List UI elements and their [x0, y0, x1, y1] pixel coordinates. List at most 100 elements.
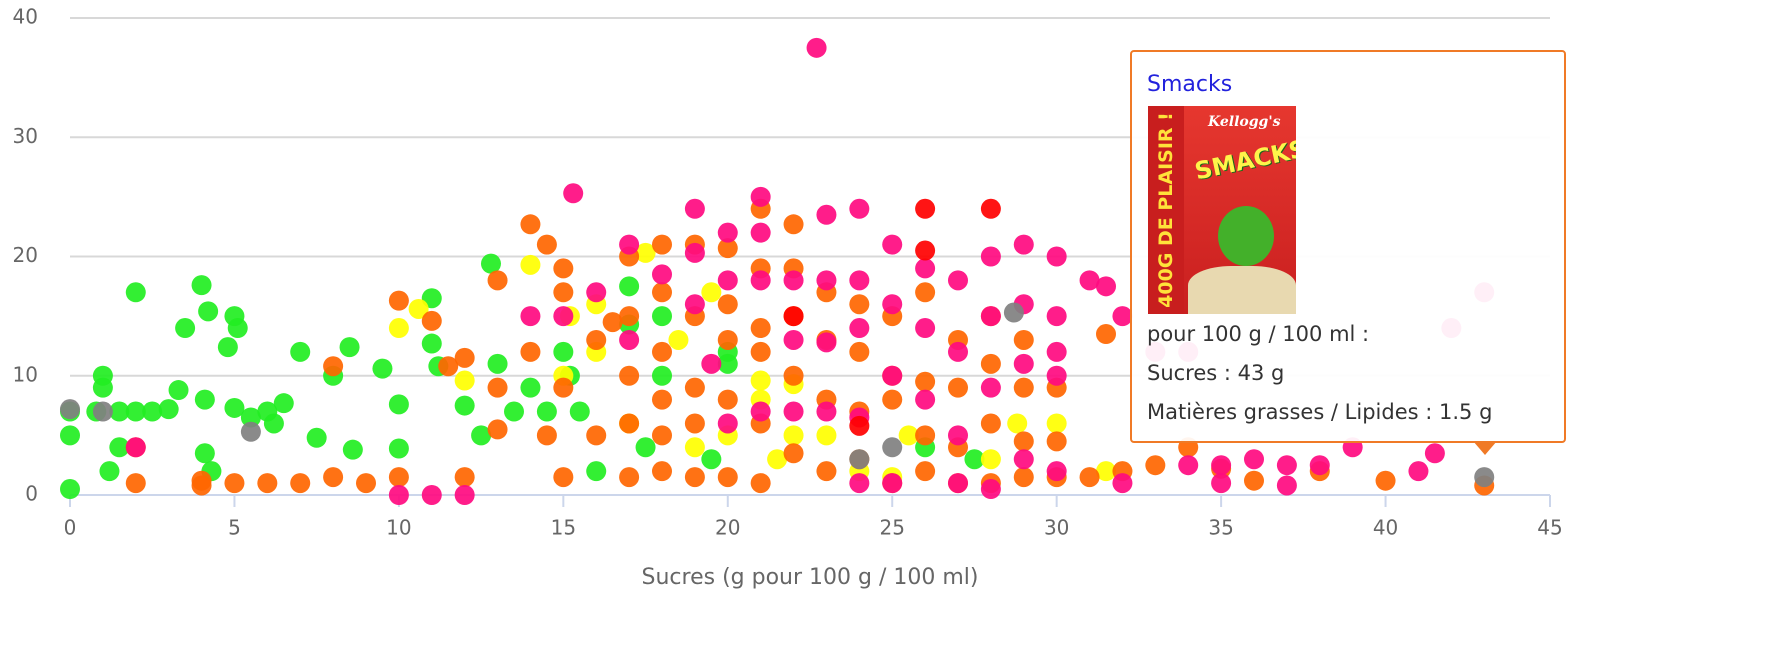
point: [701, 353, 722, 374]
point: [915, 258, 936, 279]
point: [191, 470, 212, 491]
point: [1424, 443, 1445, 464]
y-tick-label: 10: [13, 362, 38, 386]
point: [290, 473, 311, 494]
y-tick-label: 0: [25, 482, 38, 506]
point: [586, 282, 607, 303]
point: [1112, 473, 1133, 494]
tooltip-title[interactable]: Smacks: [1147, 72, 1233, 97]
point: [1408, 461, 1429, 482]
point: [898, 425, 919, 446]
point: [487, 419, 508, 440]
point: [750, 270, 771, 291]
point: [520, 254, 541, 275]
point: [1003, 302, 1024, 323]
point: [553, 282, 574, 303]
point: [783, 214, 804, 235]
point: [438, 356, 459, 377]
point: [652, 461, 672, 482]
point: [109, 401, 130, 422]
point: [198, 301, 219, 322]
x-tick-label: 5: [228, 516, 241, 540]
point: [948, 473, 968, 494]
x-tick-label: 30: [1044, 516, 1069, 540]
point: [586, 329, 607, 350]
point: [684, 198, 705, 219]
point: [1079, 467, 1100, 488]
point: [619, 329, 640, 350]
point: [454, 370, 475, 391]
x-tick-label: 35: [1208, 516, 1233, 540]
point: [536, 234, 557, 255]
point: [652, 365, 672, 386]
point: [1013, 377, 1034, 398]
point: [1096, 461, 1116, 482]
point: [125, 437, 146, 458]
point: [635, 437, 656, 458]
point: [323, 356, 344, 377]
point: [290, 341, 311, 362]
y-tick-label: 30: [13, 124, 38, 148]
point: [652, 264, 672, 285]
point: [1178, 455, 1199, 476]
point: [882, 294, 903, 315]
point: [915, 282, 936, 303]
point: [356, 473, 376, 494]
tooltip-pointer: [1473, 441, 1497, 455]
point: [717, 467, 738, 488]
point: [701, 282, 722, 303]
point: [1211, 455, 1232, 476]
point: [569, 401, 590, 422]
point: [619, 276, 640, 297]
point: [563, 183, 584, 204]
point: [717, 270, 738, 291]
image-text: Kellogg's: [1208, 114, 1281, 130]
point: [717, 389, 738, 410]
point: [783, 306, 804, 327]
point: [619, 413, 640, 434]
point: [109, 437, 130, 458]
point: [915, 240, 936, 261]
point: [652, 234, 672, 255]
point: [454, 395, 475, 416]
point: [1276, 475, 1297, 496]
image-figure: [1218, 206, 1274, 266]
point: [168, 380, 189, 401]
point: [125, 401, 146, 422]
point: [619, 306, 640, 327]
point: [1046, 306, 1067, 327]
tooltip: Smacks 400G DE PLAISIR ! Kellogg's SMACK…: [1130, 50, 1566, 443]
point: [652, 389, 672, 410]
point: [158, 399, 179, 420]
point: [454, 347, 475, 368]
point: [915, 371, 936, 392]
point: [701, 449, 722, 470]
tooltip-line: Sucres : 43 g: [1147, 361, 1285, 385]
point: [915, 389, 936, 410]
point: [717, 294, 738, 315]
point: [750, 401, 771, 422]
point: [1244, 449, 1264, 470]
point: [372, 358, 393, 379]
point: [227, 318, 248, 339]
point: [717, 353, 738, 374]
point: [586, 425, 607, 446]
point: [217, 337, 238, 358]
point: [487, 270, 508, 291]
point: [652, 341, 672, 362]
point: [750, 318, 771, 339]
x-tick-label: 15: [551, 516, 576, 540]
point: [553, 341, 574, 362]
point: [240, 421, 261, 442]
point: [948, 341, 968, 362]
point: [520, 306, 541, 327]
point: [915, 318, 936, 339]
point: [684, 294, 705, 315]
point: [750, 370, 771, 391]
point: [60, 425, 80, 446]
y-tick-label: 40: [13, 5, 38, 29]
point: [750, 473, 771, 494]
point: [388, 318, 409, 339]
